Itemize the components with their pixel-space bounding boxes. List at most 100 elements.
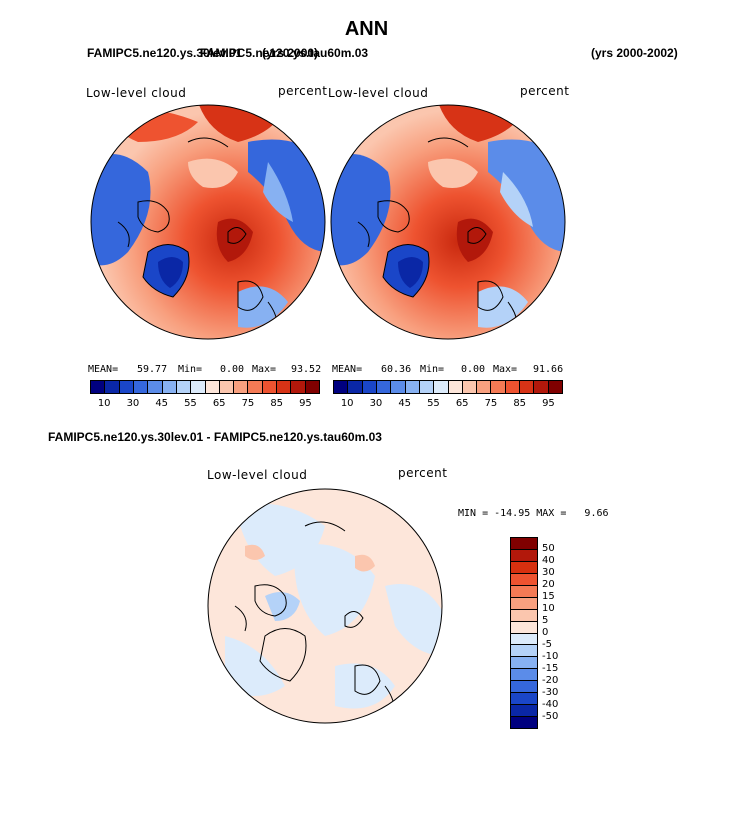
colorbar-panel2-swatch	[547, 381, 562, 393]
colorbar-diff-swatch	[511, 668, 537, 681]
colorbar-diff-label: -10	[542, 651, 559, 662]
colorbar-diff-label: 20	[542, 579, 555, 590]
colorbar-diff-labels: 50 40 30 20 15 10 5 0 -5 -10 -15 -20 -30 -40 -50	[542, 537, 582, 729]
panel1-units: percent	[278, 84, 328, 98]
colorbar-panel1-swatch	[261, 381, 277, 393]
colorbar-diff-swatch	[511, 560, 537, 573]
colorbar-panel2-tick-label: 75	[484, 398, 498, 409]
colorbar-panel2-swatch	[533, 381, 548, 393]
panel2-min-value: 0.00	[461, 364, 486, 375]
colorbar-panel1-swatch	[233, 381, 248, 393]
colorbar-panel2-swatch	[504, 381, 520, 393]
colorbar-diff-swatch	[511, 716, 537, 728]
colorbar-panel1-swatch	[218, 381, 234, 393]
colorbar-panel1-swatch	[91, 381, 105, 393]
colorbar-panel1-swatch	[175, 381, 191, 393]
polar-map-diff	[207, 488, 443, 724]
panel2-mean-value: 60.36	[381, 364, 412, 375]
colorbar-diff-swatch	[511, 680, 537, 693]
years-label: (yrs 2000-2002)	[591, 46, 678, 60]
colorbar-panel2-swatch	[334, 381, 348, 393]
panel1-max-value: 93.52	[291, 364, 322, 375]
panel1-mean-label: MEAN=	[88, 364, 119, 375]
colorbar-panel2-ticks: 10 30 45 55 65 75 85 95	[333, 398, 563, 410]
colorbar-diff-label: -20	[542, 675, 559, 686]
colorbar-panel2-tick-label: 85	[513, 398, 527, 409]
years-overlap-label: (yrs 2000)	[262, 46, 319, 60]
colorbar-diff-label: 10	[542, 603, 555, 614]
colorbar-diff	[510, 537, 538, 729]
colorbar-diff-swatch	[511, 644, 537, 657]
panel2-min-label: Min=	[420, 364, 445, 375]
colorbar-panel1-swatch	[304, 381, 319, 393]
colorbar-panel2-swatch	[347, 381, 362, 393]
panel2-max-label: Max=	[493, 364, 518, 375]
colorbar-panel2-swatch	[404, 381, 419, 393]
panel1-mean-value: 59.77	[137, 364, 168, 375]
colorbar-panel2-swatch	[433, 381, 448, 393]
colorbar-diff-label: 40	[542, 555, 555, 566]
colorbar-panel1-tick-label: 85	[270, 398, 284, 409]
colorbar-diff-swatch	[511, 656, 537, 669]
colorbar-panel2-tick-label: 95	[542, 398, 555, 409]
season-title: ANN	[344, 18, 389, 40]
diff-case-title: FAMIPC5.ne120.ys.30lev.01 - FAMIPC5.ne12…	[48, 430, 382, 444]
colorbar-panel2-swatch	[476, 381, 491, 393]
colorbar-panel1-swatch	[118, 381, 133, 393]
colorbar-panel1-tick-label: 30	[126, 398, 140, 409]
panel1-max-label: Max=	[252, 364, 277, 375]
colorbar-panel1-swatch	[161, 381, 176, 393]
colorbar-panel1-swatch	[276, 381, 291, 393]
colorbar-panel1-tick-label: 95	[299, 398, 312, 409]
colorbar-panel1-swatch	[132, 381, 148, 393]
colorbar-diff-swatch	[511, 704, 537, 717]
colorbar-panel1-tick-label: 75	[241, 398, 255, 409]
colorbar-panel2-tick-label: 10	[340, 398, 354, 409]
colorbar-panel1-swatch	[290, 381, 305, 393]
colorbar-panel1-tick-label: 10	[97, 398, 111, 409]
diff-panel-title: Low-level cloud	[207, 468, 308, 482]
diff-panel-units: percent	[398, 466, 448, 480]
panel2-units: percent	[520, 84, 570, 98]
colorbar-panel1-swatch	[190, 381, 205, 393]
colorbar-diff-label: -50	[542, 711, 559, 722]
colorbar-panel1-swatch	[204, 381, 219, 393]
colorbar-panel2-tick-label: 45	[398, 398, 412, 409]
colorbar-panel2-swatch	[418, 381, 434, 393]
colorbar-diff-label: 15	[542, 591, 555, 602]
colorbar-panel1-tick-label: 65	[212, 398, 226, 409]
panel2-mean-label: MEAN=	[332, 364, 363, 375]
colorbar-panel2-tick-label: 55	[427, 398, 440, 409]
colorbar-diff-label: -40	[542, 699, 559, 710]
colorbar-diff-swatch	[511, 692, 537, 705]
colorbar-panel1-ticks: 10 30 45 55 65 75 85 95	[90, 398, 320, 410]
colorbar-diff-swatch	[511, 608, 537, 621]
colorbar-panel2-tick-label: 30	[369, 398, 383, 409]
colorbar-diff-label: -30	[542, 687, 559, 698]
colorbar-panel2-swatch	[519, 381, 534, 393]
colorbar-panel2-tick-label: 65	[455, 398, 469, 409]
colorbar-panel1-swatch	[247, 381, 262, 393]
colorbar-panel2	[333, 380, 563, 394]
colorbar-panel2-swatch	[461, 381, 477, 393]
colorbar-diff-label: 5	[542, 615, 549, 626]
colorbar-panel2-swatch	[375, 381, 391, 393]
polar-map-1	[90, 104, 326, 340]
colorbar-diff-swatch	[511, 596, 537, 609]
colorbar-panel1	[90, 380, 320, 394]
diff-minmax: MIN = -14.95 MAX = 9.66	[458, 508, 609, 519]
colorbar-panel1-swatch	[147, 381, 162, 393]
colorbar-diff-label: -15	[542, 663, 559, 674]
colorbar-diff-swatch	[511, 632, 537, 645]
colorbar-diff-swatch	[511, 620, 537, 633]
colorbar-diff-swatch	[511, 572, 537, 585]
colorbar-diff-label: 50	[542, 543, 555, 554]
case-name-overlap-label: FAMIPC5.ne120.ys.tau60m.03	[200, 46, 369, 60]
colorbar-diff-swatch	[511, 538, 537, 549]
colorbar-diff-label: 0	[542, 627, 549, 638]
colorbar-panel1-tick-label: 55	[184, 398, 197, 409]
panel1-min-value: 0.00	[220, 364, 245, 375]
colorbar-diff-swatch	[511, 548, 537, 561]
colorbar-diff-label: -5	[542, 639, 552, 650]
case-name-label: FAMIPC5.ne120.ys.30lev.01	[87, 46, 243, 60]
